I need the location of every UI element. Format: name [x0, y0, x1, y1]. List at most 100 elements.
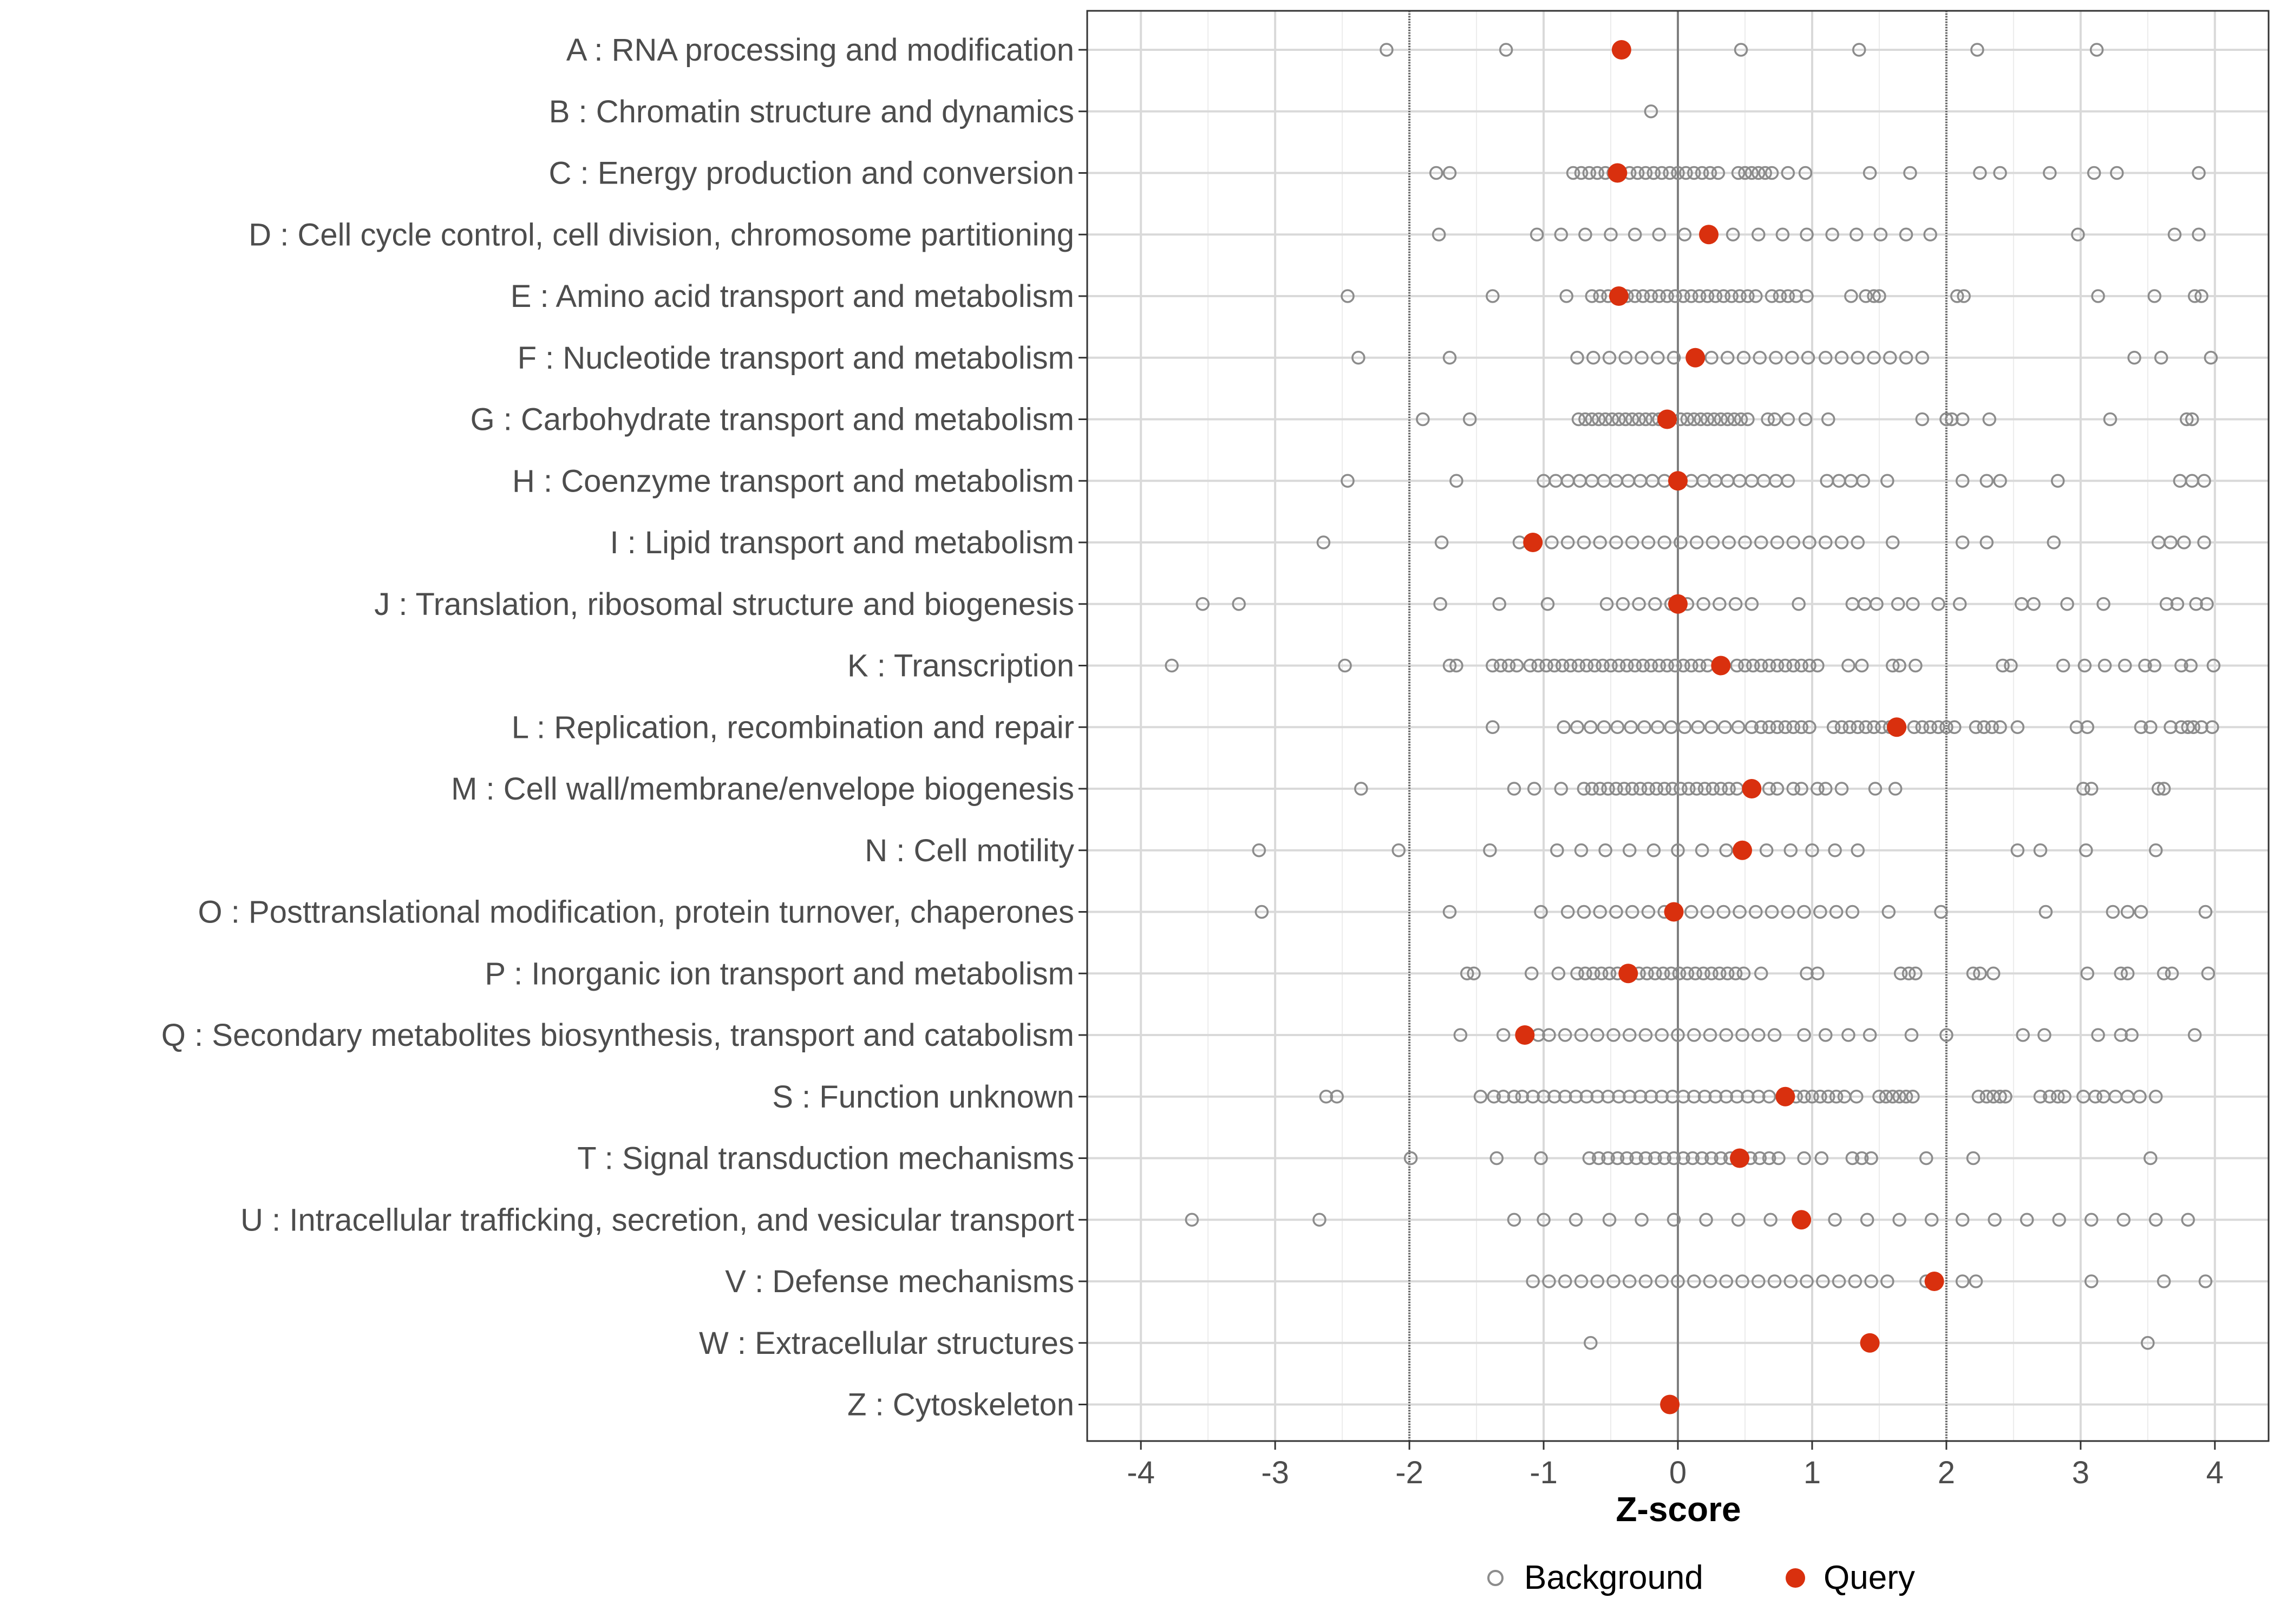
background-point [1730, 1090, 1744, 1104]
background-point [1708, 1090, 1723, 1104]
background-point [1574, 1028, 1589, 1042]
background-point [1694, 412, 1708, 427]
background-point [1585, 289, 1599, 303]
background-point [1566, 166, 1580, 180]
background-point [1825, 227, 1839, 241]
background-point [1655, 1090, 1669, 1104]
background-point [1736, 966, 1751, 980]
background-point [1665, 1090, 1680, 1104]
background-point [1772, 1151, 1786, 1165]
background-point [2091, 289, 2105, 303]
legend-query-marker [1786, 1568, 1805, 1588]
background-point [1599, 597, 1614, 611]
background-point [1797, 1028, 1811, 1042]
background-point [2192, 166, 2206, 180]
background-point [1429, 166, 1443, 180]
background-point [1526, 1274, 1540, 1288]
background-point [1665, 782, 1680, 796]
background-point [1700, 412, 1715, 427]
background-point [1680, 966, 1695, 980]
background-point [1587, 658, 1602, 673]
background-point [1955, 412, 1970, 427]
background-point [1689, 782, 1704, 796]
background-point [1570, 720, 1584, 734]
category-label: W : Extracellular structures [699, 1326, 1074, 1361]
background-point [1680, 412, 1695, 427]
query-point [1775, 1086, 1795, 1106]
background-point [1598, 412, 1612, 427]
background-point [1664, 966, 1678, 980]
background-point [1644, 658, 1658, 673]
background-point [1254, 905, 1269, 919]
background-point [1955, 1274, 1970, 1288]
background-point [1872, 289, 1886, 303]
background-point [2144, 1151, 2158, 1165]
background-point [1783, 1274, 1798, 1288]
background-point [1939, 412, 1953, 427]
background-point [1708, 289, 1723, 303]
background-point [2027, 597, 2041, 611]
background-point [1593, 535, 1607, 549]
background-point [1714, 412, 1728, 427]
background-point [1695, 1151, 1709, 1165]
background-point [1657, 1151, 1671, 1165]
background-point [1741, 289, 1755, 303]
background-point [1786, 720, 1800, 734]
background-point [1644, 289, 1658, 303]
background-point [1612, 1090, 1626, 1104]
background-point [1885, 658, 1900, 673]
query-point [1924, 1272, 1944, 1291]
background-point [1711, 166, 1726, 180]
background-point [1593, 905, 1607, 919]
background-point [1632, 597, 1646, 611]
background-point [1638, 1151, 1653, 1165]
background-point [1586, 351, 1600, 365]
background-point [1628, 227, 1642, 241]
background-point [1851, 720, 1865, 734]
background-point [1486, 658, 1500, 673]
background-point [1646, 166, 1661, 180]
background-point [2159, 597, 2174, 611]
background-point [1704, 966, 1718, 980]
background-point [1554, 782, 1569, 796]
background-point [1585, 412, 1599, 427]
background-point [1676, 1151, 1690, 1165]
background-point [1496, 1090, 1511, 1104]
background-point [1557, 720, 1571, 734]
background-point [1534, 905, 1548, 919]
background-point [1542, 1028, 1556, 1042]
background-point [1800, 289, 1814, 303]
background-point [1696, 597, 1710, 611]
background-point [1489, 1151, 1504, 1165]
background-point [1973, 966, 1987, 980]
background-point [2185, 412, 2199, 427]
background-point [1794, 720, 1808, 734]
background-point [2148, 1213, 2163, 1227]
background-point [1713, 966, 1727, 980]
background-point [1867, 289, 1881, 303]
background-point [1716, 905, 1731, 919]
background-point [1558, 1028, 1572, 1042]
background-point [2043, 1090, 2057, 1104]
background-point [1453, 1028, 1468, 1042]
background-point [2033, 1090, 2048, 1104]
background-point [2165, 966, 2179, 980]
background-point [1979, 474, 1994, 488]
background-point [1640, 966, 1654, 980]
background-point [2084, 1213, 2099, 1227]
background-point [2177, 535, 2191, 549]
background-point [1574, 166, 1589, 180]
background-point [1625, 412, 1639, 427]
query-point [1792, 1210, 1812, 1230]
background-point [1635, 351, 1649, 365]
background-point [1805, 1090, 1819, 1104]
background-point [1891, 597, 1905, 611]
background-point [1652, 289, 1667, 303]
background-point [1703, 1028, 1717, 1042]
background-point [1785, 351, 1799, 365]
background-point [1655, 1028, 1669, 1042]
background-point [1628, 658, 1642, 673]
background-point [1841, 658, 1855, 673]
background-point [1692, 658, 1707, 673]
background-point [1765, 166, 1779, 180]
